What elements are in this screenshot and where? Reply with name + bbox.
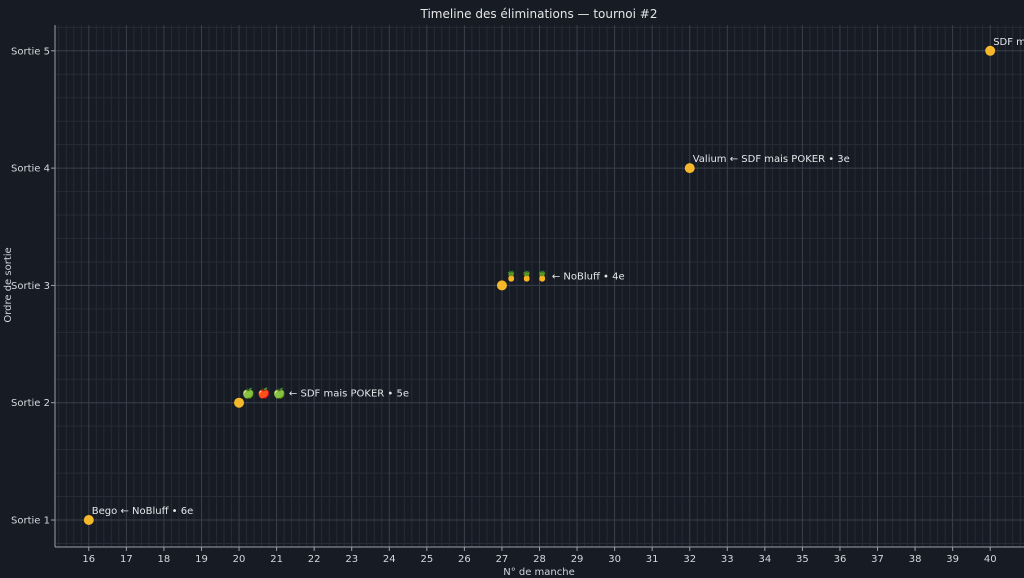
x-tick-label: 17 [120,554,133,565]
data-point [234,397,245,408]
x-tick-label: 18 [158,554,171,565]
x-tick-label: 36 [834,554,847,565]
y-tick-label: Sortie 4 [11,164,50,175]
x-tick-label: 23 [345,554,358,565]
x-tick-label: 29 [571,554,584,565]
y-tick-label: Sortie 5 [11,46,50,57]
x-tick-label: 35 [796,554,809,565]
x-tick-label: 16 [82,554,95,565]
data-point [684,163,695,174]
x-ticks: 16 17 18 19 20 21 22 23 24 25 26 27 28 29 30 31 32 33 34 35… [82,547,997,565]
x-tick-label: 40 [984,554,997,565]
x-tick-label: 22 [308,554,321,565]
y-tick-label: Sortie 3 [11,281,50,292]
major-grid [55,25,1024,547]
x-tick-label: 25 [420,554,433,565]
data-point [496,280,507,291]
y-tick-label: Sortie 2 [11,398,50,409]
x-tick-label: 39 [946,554,959,565]
data-point [985,45,996,56]
y-tick-label: Sortie 1 [11,516,50,527]
point-annotation: Valium ← SDF mais POKER • 3e [693,154,850,165]
x-tick-label: 19 [195,554,208,565]
x-tick-label: 30 [608,554,621,565]
point-annotation: SDF ma [993,37,1024,48]
data-points [83,45,996,526]
x-tick-label: 27 [496,554,509,565]
x-tick-label: 24 [383,554,396,565]
point-annotations: Bego ← NoBluff • 6e 🍏 🍎 🍏 ← SDF mais POKE… [92,37,1024,517]
x-tick-label: 33 [721,554,734,565]
chart-title: Timeline des éliminations — tournoi #2 [420,7,658,21]
x-tick-label: 20 [233,554,246,565]
x-tick-label: 38 [909,554,922,565]
y-ticks: Sortie 1 Sortie 2 Sortie 3 Sortie 4 Sortie 5 [11,46,55,527]
point-annotation: Bego ← NoBluff • 6e [92,506,193,517]
x-tick-label: 21 [270,554,283,565]
x-tick-label: 28 [533,554,546,565]
point-annotation: 🍍 🍍 🍍 ← NoBluff • 4e [505,269,625,282]
x-tick-label: 32 [683,554,696,565]
x-tick-label: 34 [758,554,771,565]
point-annotation: 🍏 🍎 🍏 ← SDF mais POKER • 5e [242,387,409,400]
data-point [83,515,94,526]
x-tick-label: 37 [871,554,884,565]
x-tick-label: 31 [646,554,659,565]
y-axis-label: Ordre de sortie [3,247,14,322]
x-axis-label: N° de manche [503,567,575,578]
x-tick-label: 26 [458,554,471,565]
